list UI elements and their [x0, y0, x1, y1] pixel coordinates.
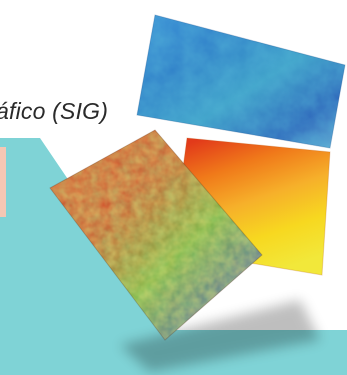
gis-title: áfico (SIG) [0, 98, 109, 124]
vegetation-map-layer [49, 129, 263, 341]
pink-highlight-box [0, 147, 6, 217]
layer-shadow [120, 300, 320, 372]
blue-terrain-layer [136, 14, 346, 149]
